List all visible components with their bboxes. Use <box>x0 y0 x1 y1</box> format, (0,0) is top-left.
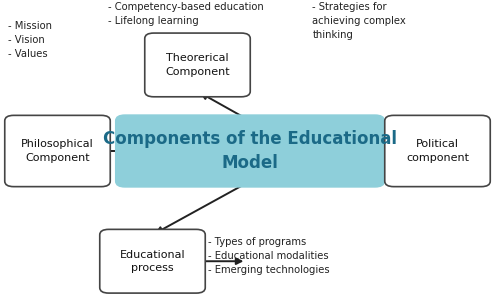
Text: - Strategies for
achieving complex
thinking: - Strategies for achieving complex think… <box>312 2 406 40</box>
FancyBboxPatch shape <box>116 115 384 187</box>
FancyBboxPatch shape <box>5 115 110 187</box>
Text: - Competency-based education
- Lifelong learning: - Competency-based education - Lifelong … <box>108 2 263 25</box>
Text: Components of the Educational
Model: Components of the Educational Model <box>103 130 397 172</box>
FancyBboxPatch shape <box>145 33 250 97</box>
FancyBboxPatch shape <box>100 230 206 293</box>
Text: - Mission
- Vision
- Values: - Mission - Vision - Values <box>8 21 52 59</box>
Text: Philosophical
Component: Philosophical Component <box>21 140 94 162</box>
Text: Political
component: Political component <box>406 140 469 162</box>
Text: Educational
process: Educational process <box>120 250 186 273</box>
Text: Theorerical
Component: Theorerical Component <box>165 53 230 76</box>
FancyBboxPatch shape <box>385 115 490 187</box>
Text: - Types of programs
- Educational modalities
- Emerging technologies: - Types of programs - Educational modali… <box>208 237 329 275</box>
